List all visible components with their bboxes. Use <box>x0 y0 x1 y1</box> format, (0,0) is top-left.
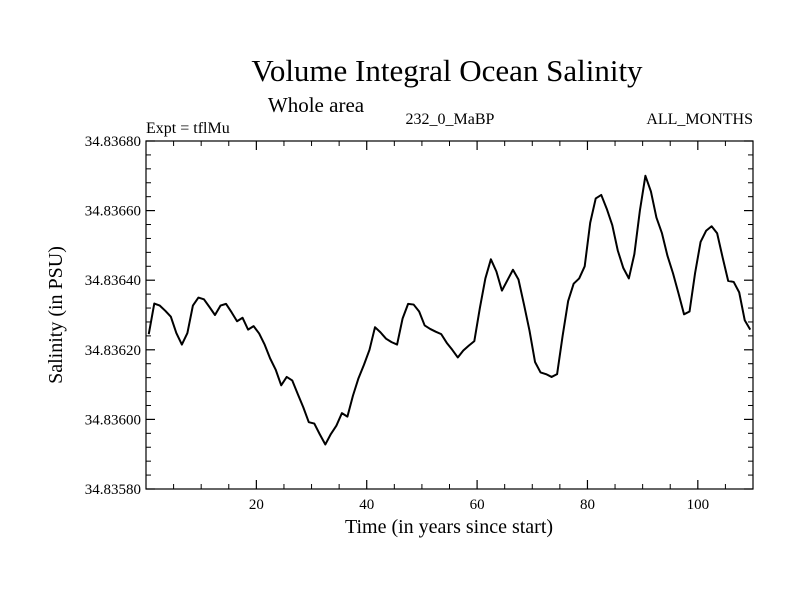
plot-frame <box>145 140 754 490</box>
x-tick-label: 20 <box>249 497 264 513</box>
x-tick-label: 100 <box>687 497 710 513</box>
x-tick-label: 40 <box>359 497 374 513</box>
y-tick-label: 34.83580 <box>85 482 141 498</box>
chart-title: Volume Integral Ocean Salinity <box>251 53 643 88</box>
x-axis-label: Time (in years since start) <box>345 516 553 538</box>
y-tick-label: 34.83600 <box>85 412 141 428</box>
experiment-label: Expt = tflMu <box>146 120 230 137</box>
y-tick-label: 34.83680 <box>85 134 141 150</box>
x-tick-label: 80 <box>580 497 595 513</box>
months-label: ALL_MONTHS <box>646 111 753 128</box>
chart-subtitle: Whole area <box>268 93 365 117</box>
y-axis-label: Salinity (in PSU) <box>45 246 67 384</box>
x-axis-ticks: 20 40 60 80 100 <box>173 141 726 513</box>
y-tick-label: 34.83660 <box>85 204 141 220</box>
y-axis-ticks: 34.83580 34.83600 34.83620 34.83640 34.83660… <box>85 134 753 498</box>
y-tick-label: 34.83620 <box>85 343 141 359</box>
y-tick-label: 34.83640 <box>85 273 141 289</box>
x-tick-label: 60 <box>470 497 485 513</box>
salinity-series-line <box>147 174 752 446</box>
period-label: 232_0_MaBP <box>406 111 495 128</box>
